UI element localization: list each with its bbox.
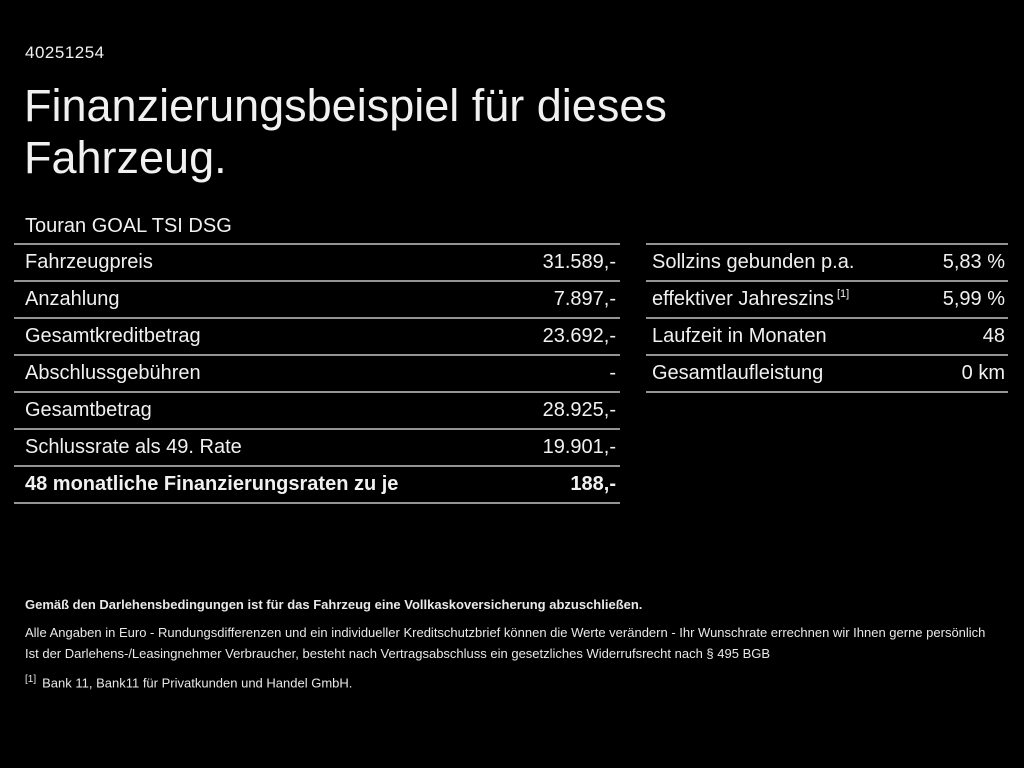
conditions-table: Sollzins gebunden p.a. 5,83 % effektiver… [646, 243, 1008, 393]
disclaimer-line: Alle Angaben in Euro - Rundungsdifferenz… [25, 625, 986, 640]
row-value: 7.897,- [553, 288, 616, 310]
insurance-note: Gemäß den Darlehensbedingungen ist für d… [25, 597, 643, 612]
table-row: Laufzeit in Monaten 48 [646, 319, 1008, 356]
vehicle-model: Touran GOAL TSI DSG [25, 215, 232, 237]
row-value: 5,99 % [942, 288, 1005, 310]
row-label: Gesamtbetrag [25, 399, 152, 421]
footnote-text: Bank 11, Bank11 für Privatkunden und Han… [42, 675, 353, 691]
financing-table: Fahrzeugpreis 31.589,- Anzahlung 7.897,-… [14, 243, 620, 504]
bank-footnote: [1] Bank 11, Bank11 für Privatkunden und … [25, 673, 1005, 690]
row-label: Laufzeit in Monaten [652, 325, 827, 347]
footnote-marker: [1] [25, 674, 37, 685]
row-label: Schlussrate als 49. Rate [25, 436, 242, 458]
row-label: Anzahlung [25, 288, 120, 310]
row-value: 5,83 % [942, 251, 1005, 273]
legal-notes: Gemäß den Darlehensbedingungen ist für d… [25, 598, 1005, 690]
row-value: 188,- [570, 473, 616, 495]
row-value: 0 km [961, 362, 1005, 384]
table-row-monthly-rate: 48 monatliche Finanzierungsraten zu je 1… [14, 467, 620, 504]
table-row: Abschlussgebühren - [14, 356, 620, 393]
row-value: - [609, 362, 616, 384]
table-row: effektiver Jahreszins [1] 5,99 % [646, 282, 1008, 319]
row-label: Gesamtlaufleistung [652, 362, 824, 384]
disclaimer-line: Ist der Darlehens-/Leasingnehmer Verbrau… [25, 646, 771, 661]
row-value: 28.925,- [542, 399, 616, 421]
row-label: Abschlussgebühren [25, 362, 201, 384]
footnote-reference: [1] [836, 288, 850, 301]
table-row: Schlussrate als 49. Rate 19.901,- [14, 430, 620, 467]
row-label: Fahrzeugpreis [25, 251, 153, 273]
table-row: Gesamtbetrag 28.925,- [14, 393, 620, 430]
table-row: Fahrzeugpreis 31.589,- [14, 245, 620, 282]
row-value: 31.589,- [542, 251, 616, 273]
table-row: Sollzins gebunden p.a. 5,83 % [646, 245, 1008, 282]
row-value: 23.692,- [542, 325, 616, 347]
table-row: Gesamtkreditbetrag 23.692,- [14, 319, 620, 356]
row-label: Gesamtkreditbetrag [25, 325, 201, 347]
table-row: Anzahlung 7.897,- [14, 282, 620, 319]
row-label: effektiver Jahreszins [1] [652, 288, 850, 310]
row-label: 48 monatliche Finanzierungsraten zu je [25, 473, 399, 495]
table-row: Gesamtlaufleistung 0 km [646, 356, 1008, 393]
offer-id: 40251254 [25, 43, 105, 62]
page-title: Finanzierungsbeispiel für dieses Fahrzeu… [24, 80, 667, 183]
row-label: Sollzins gebunden p.a. [652, 251, 855, 273]
row-value: 19.901,- [542, 436, 616, 458]
row-value: 48 [982, 325, 1005, 347]
